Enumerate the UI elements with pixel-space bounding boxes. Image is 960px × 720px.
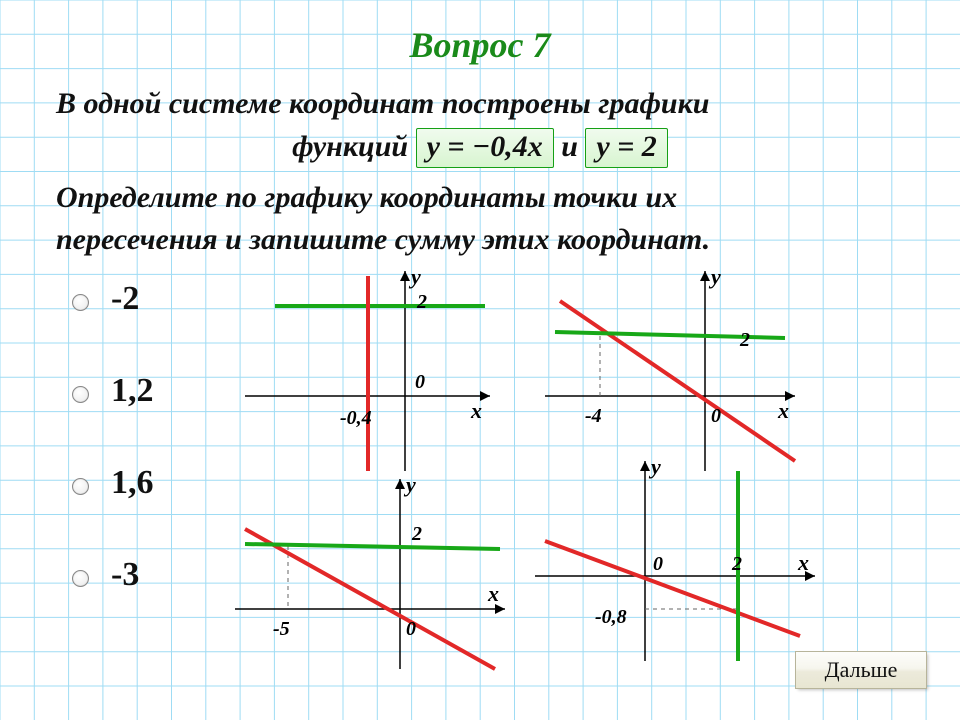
svg-text:-0,8: -0,8 [595, 606, 627, 628]
svg-text:2: 2 [739, 329, 750, 351]
svg-text:у: у [403, 474, 416, 497]
svg-text:х: х [470, 398, 482, 423]
question-title: Вопрос 7 [0, 24, 960, 66]
formula-chip-1: у = −0,4х [416, 128, 554, 168]
svg-text:2: 2 [411, 523, 422, 545]
svg-text:х: х [797, 550, 809, 575]
prompt-line-2: функций у = −0,4х и у = 2 [56, 127, 904, 168]
radio-icon[interactable] [72, 570, 89, 587]
radio-icon[interactable] [72, 478, 89, 495]
prompt-word-functions: функций [292, 130, 408, 163]
chart-d: у х 0 2 -0,8 [530, 456, 820, 671]
svg-text:у: у [648, 456, 661, 479]
prompt-line-3: Определите по графику координаты точки и… [56, 178, 904, 219]
svg-text:0: 0 [406, 618, 416, 640]
next-button[interactable]: Дальше [796, 652, 926, 688]
svg-text:2: 2 [416, 291, 427, 313]
svg-text:0: 0 [711, 405, 721, 427]
chart-b: у х 0 2 -4 [540, 266, 800, 481]
charts-area: у х 0 2 -0,4 у х 0 2 -4 у х 0 2 -5 у х 0 2 -0,8 [230, 266, 930, 696]
svg-text:у: у [408, 266, 421, 289]
chart-c: у х 0 2 -5 [230, 474, 510, 679]
chart-a: у х 0 2 -0,4 [240, 266, 495, 481]
svg-text:0: 0 [653, 553, 663, 575]
svg-text:-4: -4 [585, 405, 602, 427]
svg-text:-0,4: -0,4 [340, 407, 372, 429]
svg-text:0: 0 [415, 371, 425, 393]
answer-label: -3 [111, 556, 139, 594]
formula-chip-2: у = 2 [585, 128, 667, 168]
radio-icon[interactable] [72, 386, 89, 403]
svg-text:у: у [708, 266, 721, 289]
prompt-line-4: пересечения и запишите сумму этих коорди… [56, 220, 904, 261]
prompt-line-1: В одной системе координат построены граф… [56, 84, 904, 125]
svg-text:х: х [777, 398, 789, 423]
answer-label: -2 [111, 280, 139, 318]
answer-label: 1,2 [111, 372, 154, 410]
answer-option-1[interactable]: -2 [72, 280, 154, 318]
svg-text:х: х [487, 581, 499, 606]
svg-text:-5: -5 [273, 618, 290, 640]
svg-text:2: 2 [731, 553, 742, 575]
answer-option-3[interactable]: 1,6 [72, 464, 154, 502]
answer-option-4[interactable]: -3 [72, 556, 154, 594]
radio-icon[interactable] [72, 294, 89, 311]
answer-list: -2 1,2 1,6 -3 [72, 280, 154, 648]
prompt-word-and: и [561, 130, 578, 163]
answer-label: 1,6 [111, 464, 154, 502]
question-prompt: В одной системе координат построены граф… [56, 84, 904, 261]
answer-option-2[interactable]: 1,2 [72, 372, 154, 410]
